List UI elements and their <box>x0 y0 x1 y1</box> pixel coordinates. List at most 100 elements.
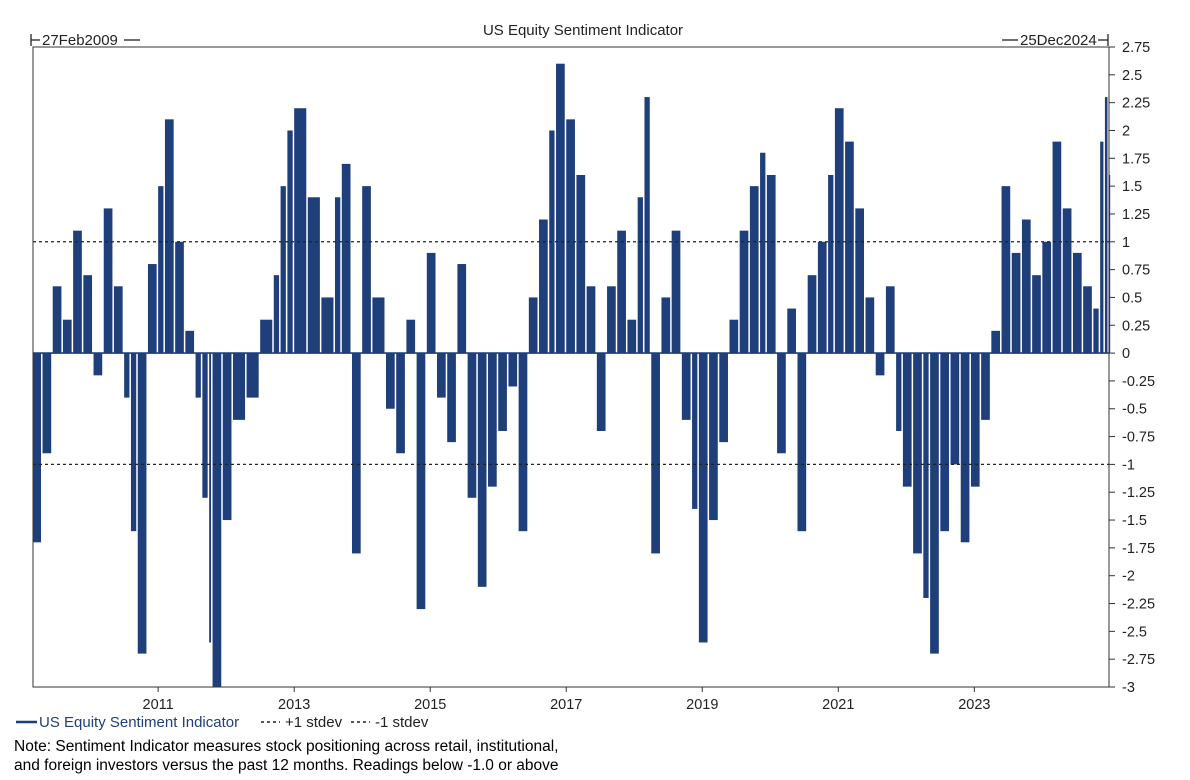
sentiment-bar <box>637 197 643 354</box>
y-tick-label: -2.75 <box>1122 652 1155 668</box>
sentiment-bar <box>817 241 827 354</box>
sentiment-bar <box>202 353 208 498</box>
sentiment-bar <box>33 353 42 543</box>
sentiment-bar <box>777 353 786 454</box>
y-tick-label: -1.25 <box>1122 485 1155 501</box>
y-tick-label: -0.5 <box>1122 402 1147 418</box>
bar-series <box>33 63 1111 687</box>
sentiment-bar <box>617 230 626 354</box>
sentiment-bar <box>828 175 834 354</box>
y-tick-label: 1 <box>1122 235 1130 251</box>
y-tick-label: 2.75 <box>1122 40 1150 56</box>
y-tick-label: -0.75 <box>1122 430 1155 446</box>
sentiment-bar <box>671 230 681 354</box>
sentiment-bar <box>539 219 548 354</box>
y-tick-label: 1.75 <box>1122 151 1150 167</box>
sentiment-bar <box>1062 208 1072 354</box>
sentiment-bar <box>351 353 361 554</box>
sentiment-bar <box>52 286 62 354</box>
y-tick-label: 1.25 <box>1122 207 1150 223</box>
sentiment-bar <box>447 353 456 443</box>
x-axis: 2011 2013 2015 2017 2019 2021 2023 <box>143 687 990 713</box>
y-tick-label: -1 <box>1122 457 1135 473</box>
sentiment-bar <box>1104 97 1108 354</box>
end-date-label: 25Dec2024 <box>1020 32 1097 49</box>
sentiment-bar <box>406 319 416 354</box>
sentiment-bar <box>1001 186 1011 354</box>
sentiment-bar <box>960 353 970 543</box>
sentiment-bar <box>73 230 82 354</box>
sentiment-bar <box>749 186 759 354</box>
sentiment-bar <box>158 186 164 354</box>
sentiment-bar <box>1083 286 1092 354</box>
y-tick-label: 2.25 <box>1122 96 1150 112</box>
sentiment-bar <box>103 208 113 354</box>
note-line-2: and foreign investors versus the past 12… <box>14 757 559 774</box>
sentiment-bar <box>1100 141 1104 354</box>
sentiment-bar <box>1109 175 1111 354</box>
y-tick-label: -2 <box>1122 569 1135 585</box>
legend-plus-label: +1 stdev <box>285 714 343 731</box>
sentiment-bar <box>307 197 320 354</box>
x-tick-label: 2023 <box>958 697 990 713</box>
sentiment-bar <box>729 319 739 354</box>
sentiment-bar <box>556 63 565 354</box>
sentiment-bar <box>627 319 637 354</box>
start-date-marker: 27Feb2009 <box>30 32 140 49</box>
sentiment-bar <box>212 353 222 687</box>
sentiment-bar <box>164 119 174 354</box>
sentiment-bar <box>1032 275 1041 354</box>
reference-lines <box>33 241 1109 466</box>
x-tick-label: 2021 <box>822 697 854 713</box>
sentiment-bar <box>692 353 698 509</box>
sentiment-bar <box>1093 308 1099 354</box>
sentiment-bar <box>147 264 157 354</box>
sentiment-bar <box>93 353 103 376</box>
sentiment-bar <box>185 330 195 354</box>
sentiment-bar <box>386 353 395 409</box>
x-tick-label: 2017 <box>550 697 582 713</box>
sentiment-bar <box>661 297 671 354</box>
sentiment-bar <box>865 297 875 354</box>
sentiment-bar <box>566 119 575 354</box>
y-tick-label: 0 <box>1122 346 1130 362</box>
sentiment-bar <box>787 308 796 354</box>
sentiment-bar <box>528 297 538 354</box>
sentiment-bar <box>477 353 487 587</box>
plot-frame <box>32 46 1110 688</box>
sentiment-bar <box>372 297 385 354</box>
sentiment-bar <box>280 186 286 354</box>
sentiment-bar <box>1021 219 1031 354</box>
sentiment-bar <box>719 353 728 443</box>
sentiment-bar <box>760 152 766 354</box>
y-tick-label: -1.5 <box>1122 513 1147 529</box>
sentiment-bar <box>644 97 650 354</box>
sentiment-bar <box>518 353 528 532</box>
sentiment-bar <box>273 275 280 354</box>
y-tick-label: -2.25 <box>1122 597 1155 613</box>
sentiment-bar <box>416 353 426 610</box>
sentiment-bar <box>940 353 950 532</box>
y-tick-label: -3 <box>1122 680 1135 696</box>
sentiment-bar <box>896 353 902 431</box>
sentiment-bar <box>797 353 807 532</box>
sentiment-bar <box>457 264 467 354</box>
legend-series-label: US Equity Sentiment Indicator <box>39 714 239 731</box>
sentiment-bar <box>855 208 864 354</box>
sentiment-bar <box>130 353 137 532</box>
y-tick-label: 2 <box>1122 123 1130 139</box>
sentiment-bar <box>698 353 708 643</box>
sentiment-bar <box>124 353 130 398</box>
sentiment-bar <box>991 330 1001 354</box>
sentiment-bar <box>62 319 72 354</box>
sentiment-bar <box>807 275 817 354</box>
sentiment-bar <box>739 230 749 354</box>
sentiment-bar <box>930 353 939 654</box>
x-tick-label: 2011 <box>143 697 174 713</box>
y-tick-label: 1.5 <box>1122 179 1142 195</box>
y-axis: 2.75 2.5 2.25 2 1.75 1.5 1.25 1 0.75 0.5 0.25 0 -0.2… <box>1109 40 1155 696</box>
sentiment-bar <box>1072 252 1082 354</box>
sentiment-bar <box>341 163 351 354</box>
sentiment-bar <box>902 353 912 487</box>
sentiment-bar <box>834 108 844 354</box>
